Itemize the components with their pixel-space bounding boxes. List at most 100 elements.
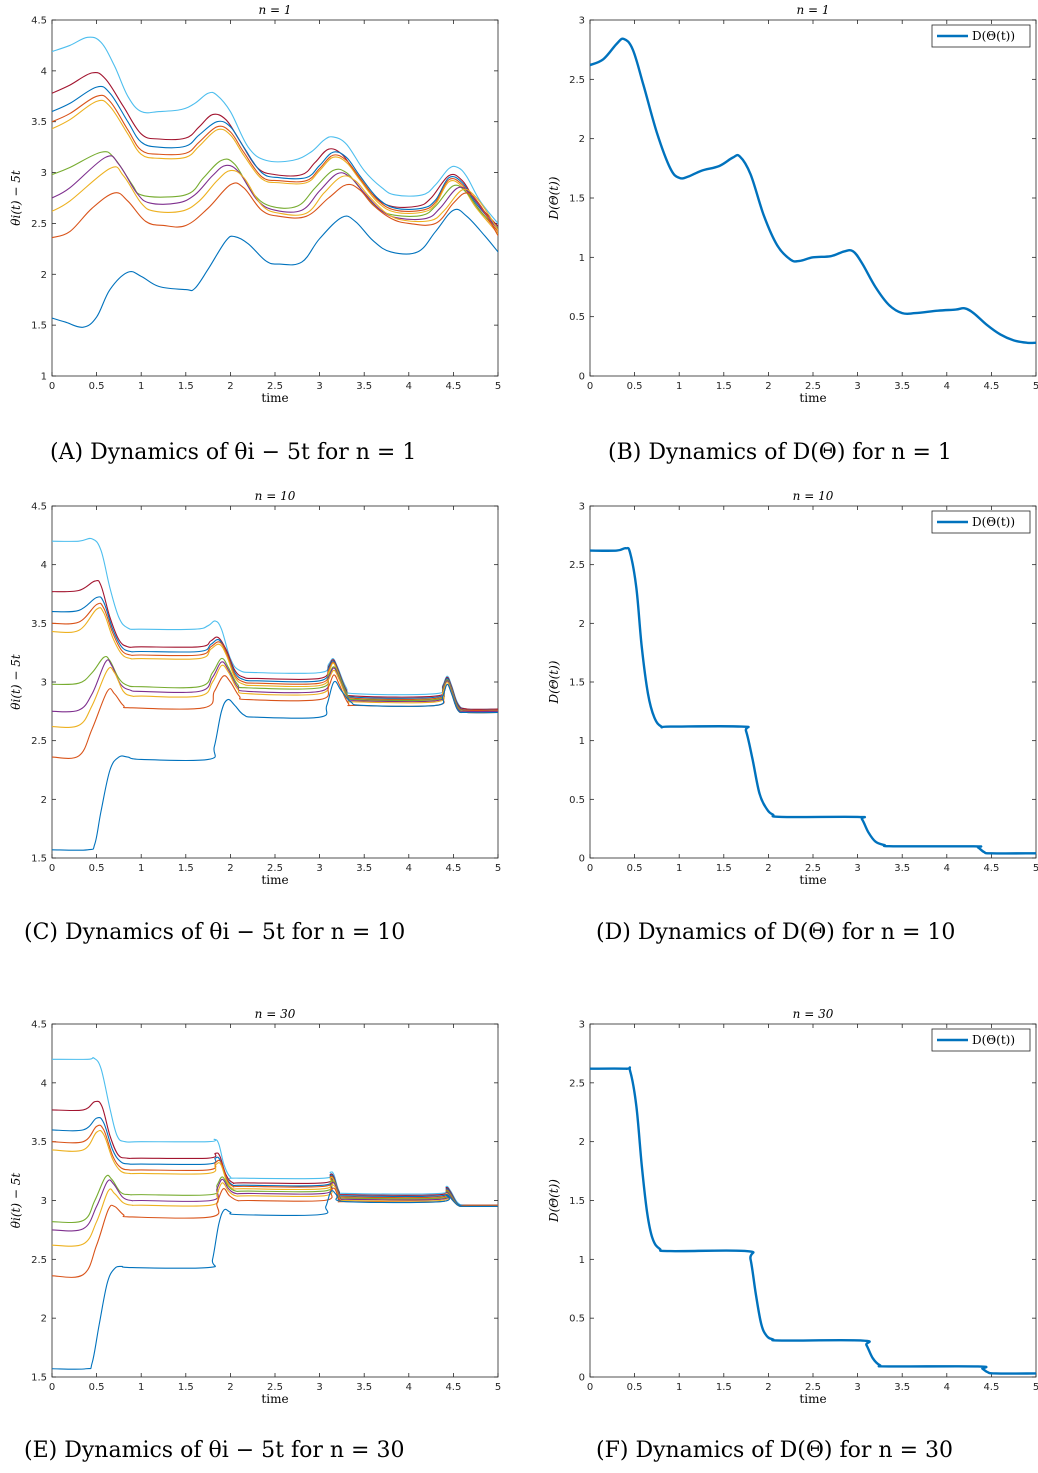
series-line-9 bbox=[52, 1187, 498, 1278]
x-tick-label: 1 bbox=[676, 863, 682, 874]
x-tick-label: 0.5 bbox=[627, 381, 643, 392]
x-tick-label: 1.5 bbox=[178, 1382, 194, 1393]
chart-panel-a: 0 0.5 1 1.5 2 2.5 3 3.5 4 4.5 5 1 1.5 2 2.5 3 3.5 4 4.5 n =… bbox=[9, 3, 501, 405]
y-tick-label: 3.5 bbox=[31, 619, 47, 630]
x-tick-label: 0 bbox=[49, 1382, 55, 1393]
series-line-2 bbox=[52, 71, 498, 228]
series-line-5 bbox=[52, 99, 498, 235]
y-tick-label: 0.5 bbox=[569, 1314, 585, 1325]
series-line-9 bbox=[52, 182, 498, 239]
x-tick-label: 4.5 bbox=[983, 863, 999, 874]
series-line-10 bbox=[52, 680, 498, 851]
legend: D(Θ(t)) bbox=[931, 24, 1031, 48]
y-tick-label: 1 bbox=[579, 736, 585, 747]
x-tick-label: 0.5 bbox=[89, 863, 105, 874]
series-line-10 bbox=[52, 208, 498, 328]
x-tick-label: 3.5 bbox=[894, 863, 910, 874]
legend-label: D(Θ(t)) bbox=[972, 1033, 1015, 1047]
x-tick-label: 5 bbox=[495, 1382, 501, 1393]
caption-f-label: (F) bbox=[596, 1438, 629, 1463]
x-tick-label: 1 bbox=[138, 381, 144, 392]
x-tick-label: 3.5 bbox=[894, 381, 910, 392]
y-tick-label: 3.5 bbox=[31, 117, 47, 128]
x-tick-label: 1.5 bbox=[178, 381, 194, 392]
legend-box bbox=[931, 24, 1031, 48]
legend: D(Θ(t)) bbox=[931, 510, 1031, 534]
y-tick-label: 2 bbox=[41, 270, 47, 281]
x-tick-label: 0 bbox=[587, 863, 593, 874]
y-tick-label: 4 bbox=[41, 1078, 47, 1089]
caption-f: (F) Dynamics of D(Θ) for n = 30 bbox=[596, 1438, 953, 1463]
x-tick-label: 0 bbox=[49, 863, 55, 874]
y-axis-label: D(Θ(t)) bbox=[547, 1179, 561, 1223]
chart-title: n = 1 bbox=[796, 3, 829, 17]
x-tick-label: 3 bbox=[316, 381, 322, 392]
x-tick-label: 4 bbox=[944, 1382, 950, 1393]
y-axis-label: θi(t) − 5t bbox=[9, 654, 23, 710]
series-line-6 bbox=[52, 151, 498, 230]
chart-title: n = 10 bbox=[793, 489, 834, 503]
x-tick-label: 1 bbox=[138, 863, 144, 874]
x-tick-label: 2 bbox=[765, 863, 771, 874]
chart-panel-b: 0 0.5 1 1.5 2 2.5 3 3.5 4 4.5 5 0 0.5 1 1.5 2 2.5 3 n = 1 t… bbox=[547, 3, 1038, 405]
x-tick-label: 3.5 bbox=[356, 863, 372, 874]
x-tick-label: 2 bbox=[227, 381, 233, 392]
x-tick-label: 3 bbox=[854, 1382, 860, 1393]
x-tick-label: 3.5 bbox=[356, 381, 372, 392]
x-tick-label: 2.5 bbox=[805, 863, 821, 874]
series-line-8 bbox=[52, 166, 498, 232]
series-group bbox=[590, 1066, 1036, 1375]
series-line-1 bbox=[590, 1066, 1036, 1375]
y-tick-label: 1.5 bbox=[31, 321, 47, 332]
series-line-4 bbox=[52, 94, 498, 233]
series-group bbox=[590, 546, 1036, 855]
x-axis-label: time bbox=[261, 391, 288, 405]
series-line-3 bbox=[52, 85, 498, 230]
x-tick-label: 2.5 bbox=[805, 1382, 821, 1393]
chart-title: n = 10 bbox=[255, 489, 296, 503]
caption-a-text: Dynamics of θi − 5t for n = 1 bbox=[90, 440, 417, 465]
x-axis-label: time bbox=[261, 1392, 288, 1406]
x-tick-label: 5 bbox=[495, 381, 501, 392]
series-line-1 bbox=[590, 37, 1036, 345]
x-tick-label: 4.5 bbox=[983, 381, 999, 392]
y-tick-label: 2 bbox=[579, 134, 585, 145]
x-axis-label: time bbox=[261, 873, 288, 887]
x-tick-label: 2.5 bbox=[267, 1382, 283, 1393]
y-tick-label: 2.5 bbox=[31, 1255, 47, 1266]
x-tick-label: 4 bbox=[406, 863, 412, 874]
y-tick-label: 1.5 bbox=[31, 854, 47, 865]
y-tick-label: 2 bbox=[579, 1137, 585, 1148]
x-tick-label: 0 bbox=[587, 1382, 593, 1393]
chart-panel-d: 0 0.5 1 1.5 2 2.5 3 3.5 4 4.5 5 0 0.5 1 1.5 2 2.5 3 n = 10… bbox=[547, 489, 1038, 887]
x-tick-label: 4.5 bbox=[983, 1382, 999, 1393]
x-tick-label: 1.5 bbox=[716, 863, 732, 874]
series-line-4 bbox=[52, 1124, 498, 1207]
chart-title: n = 30 bbox=[793, 1007, 834, 1021]
plot-area-frame bbox=[589, 505, 1037, 859]
x-tick-label: 4.5 bbox=[445, 1382, 461, 1393]
y-tick-label: 4.5 bbox=[31, 1020, 47, 1031]
y-tick-label: 3 bbox=[41, 1196, 47, 1207]
y-tick-label: 1.5 bbox=[569, 194, 585, 205]
series-group bbox=[52, 36, 498, 328]
y-axis-label: θi(t) − 5t bbox=[9, 1173, 23, 1229]
series-line-6 bbox=[52, 1174, 498, 1224]
x-tick-label: 5 bbox=[1033, 1382, 1038, 1393]
x-tick-label: 2 bbox=[227, 863, 233, 874]
chart-panel-c: 0 0.5 1 1.5 2 2.5 3 3.5 4 4.5 5 1.5 2 2.5 3 3.5 4 4.5 n = … bbox=[9, 489, 501, 887]
x-tick-label: 3.5 bbox=[356, 1382, 372, 1393]
y-tick-label: 3.5 bbox=[31, 1137, 47, 1148]
x-tick-label: 4 bbox=[944, 863, 950, 874]
chart-panel-e: 0 0.5 1 1.5 2 2.5 3 3.5 4 4.5 5 1.5 2 2.5 3 3.5 4 4.5 n = … bbox=[9, 1007, 501, 1406]
x-axis-label: time bbox=[799, 1392, 826, 1406]
x-tick-label: 1.5 bbox=[716, 1382, 732, 1393]
plot-area-frame bbox=[589, 19, 1037, 377]
series-line-10 bbox=[52, 1190, 498, 1370]
y-tick-label: 0 bbox=[579, 854, 585, 865]
y-tick-label: 2.5 bbox=[569, 75, 585, 86]
x-tick-label: 2 bbox=[765, 381, 771, 392]
plot-area-frame bbox=[589, 1023, 1037, 1378]
y-tick-label: 1.5 bbox=[31, 1373, 47, 1384]
legend-label: D(Θ(t)) bbox=[972, 29, 1015, 43]
